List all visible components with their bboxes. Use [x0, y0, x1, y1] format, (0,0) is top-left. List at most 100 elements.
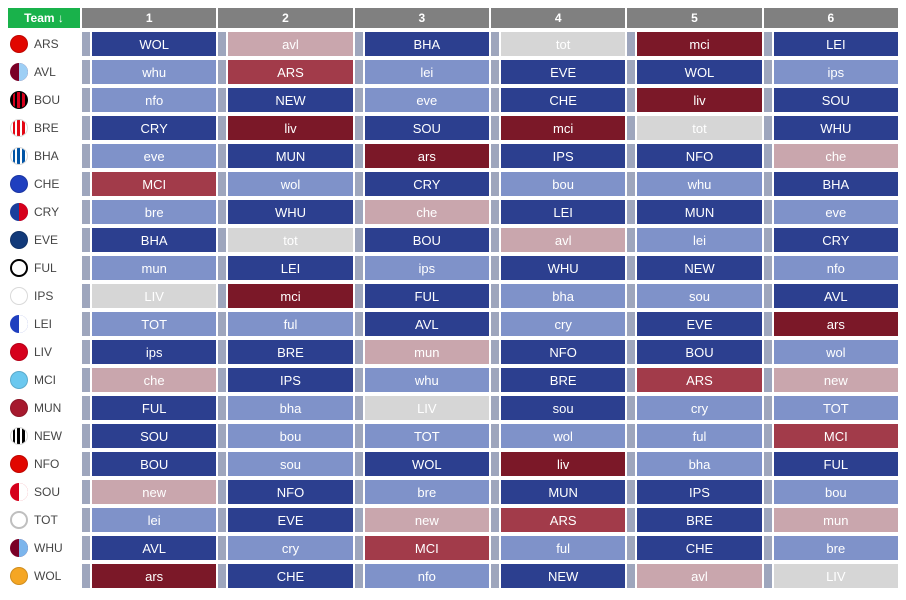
fixture-cell[interactable]: TOT	[355, 424, 489, 448]
fixture-cell[interactable]: mun	[355, 340, 489, 364]
fixture-cell[interactable]: TOT	[764, 396, 898, 420]
fixture-cell[interactable]: BHA	[764, 172, 898, 196]
fixture-cell[interactable]: eve	[82, 144, 216, 168]
fixture-cell[interactable]: eve	[355, 88, 489, 112]
fixture-cell[interactable]: MCI	[82, 172, 216, 196]
team-row-label[interactable]: IPS	[8, 284, 80, 308]
fixture-cell[interactable]: bou	[491, 172, 625, 196]
fixture-cell[interactable]: ARS	[491, 508, 625, 532]
fixture-cell[interactable]: eve	[764, 200, 898, 224]
fixture-cell[interactable]: liv	[627, 88, 761, 112]
team-row-label[interactable]: AVL	[8, 60, 80, 84]
fixture-cell[interactable]: NFO	[627, 144, 761, 168]
fixture-cell[interactable]: tot	[627, 116, 761, 140]
fixture-cell[interactable]: bre	[355, 480, 489, 504]
fixture-cell[interactable]: bre	[764, 536, 898, 560]
fixture-cell[interactable]: ARS	[218, 60, 352, 84]
fixture-cell[interactable]: wol	[218, 172, 352, 196]
fixture-cell[interactable]: nfo	[764, 256, 898, 280]
team-row-label[interactable]: MUN	[8, 396, 80, 420]
fixture-cell[interactable]: mci	[491, 116, 625, 140]
team-row-label[interactable]: NEW	[8, 424, 80, 448]
fixture-cell[interactable]: WHU	[491, 256, 625, 280]
team-row-label[interactable]: ARS	[8, 32, 80, 56]
team-row-label[interactable]: WOL	[8, 564, 80, 588]
fixture-cell[interactable]: FUL	[355, 284, 489, 308]
team-row-label[interactable]: LEI	[8, 312, 80, 336]
fixture-cell[interactable]: nfo	[82, 88, 216, 112]
fixture-cell[interactable]: LEI	[764, 32, 898, 56]
fixture-cell[interactable]: lei	[627, 228, 761, 252]
fixture-cell[interactable]: BRE	[218, 340, 352, 364]
fixture-cell[interactable]: cry	[627, 396, 761, 420]
fixture-cell[interactable]: whu	[355, 368, 489, 392]
fixture-cell[interactable]: BRE	[627, 508, 761, 532]
fixture-cell[interactable]: sou	[491, 396, 625, 420]
fixture-cell[interactable]: NFO	[218, 480, 352, 504]
team-row-label[interactable]: BHA	[8, 144, 80, 168]
fixture-cell[interactable]: LEI	[218, 256, 352, 280]
fixture-cell[interactable]: lei	[82, 508, 216, 532]
fixture-cell[interactable]: mci	[627, 32, 761, 56]
fixture-cell[interactable]: AVL	[82, 536, 216, 560]
fixture-cell[interactable]: BOU	[355, 228, 489, 252]
fixture-cell[interactable]: cry	[218, 536, 352, 560]
fixture-cell[interactable]: IPS	[491, 144, 625, 168]
fixture-cell[interactable]: bha	[218, 396, 352, 420]
fixture-cell[interactable]: ars	[355, 144, 489, 168]
fixture-cell[interactable]: WHU	[218, 200, 352, 224]
fixture-cell[interactable]: EVE	[491, 60, 625, 84]
fixture-cell[interactable]: CRY	[355, 172, 489, 196]
header-gw[interactable]: 1	[82, 8, 216, 28]
fixture-cell[interactable]: avl	[491, 228, 625, 252]
fixture-cell[interactable]: mci	[218, 284, 352, 308]
fixture-cell[interactable]: ARS	[627, 368, 761, 392]
fixture-cell[interactable]: mun	[82, 256, 216, 280]
fixture-cell[interactable]: LIV	[82, 284, 216, 308]
fixture-cell[interactable]: avl	[627, 564, 761, 588]
fixture-cell[interactable]: TOT	[82, 312, 216, 336]
fixture-cell[interactable]: sou	[627, 284, 761, 308]
header-gw[interactable]: 4	[491, 8, 625, 28]
fixture-cell[interactable]: ips	[764, 60, 898, 84]
fixture-cell[interactable]: ful	[218, 312, 352, 336]
fixture-cell[interactable]: ips	[355, 256, 489, 280]
team-row-label[interactable]: LIV	[8, 340, 80, 364]
fixture-cell[interactable]: BOU	[82, 452, 216, 476]
fixture-cell[interactable]: whu	[82, 60, 216, 84]
fixture-cell[interactable]: bha	[491, 284, 625, 308]
fixture-cell[interactable]: SOU	[82, 424, 216, 448]
fixture-cell[interactable]: WOL	[627, 60, 761, 84]
team-row-label[interactable]: CRY	[8, 200, 80, 224]
fixture-cell[interactable]: sou	[218, 452, 352, 476]
fixture-cell[interactable]: SOU	[764, 88, 898, 112]
header-gw[interactable]: 3	[355, 8, 489, 28]
header-gw[interactable]: 5	[627, 8, 761, 28]
fixture-cell[interactable]: CHE	[627, 536, 761, 560]
header-gw[interactable]: 6	[764, 8, 898, 28]
team-row-label[interactable]: TOT	[8, 508, 80, 532]
fixture-cell[interactable]: ful	[627, 424, 761, 448]
fixture-cell[interactable]: whu	[627, 172, 761, 196]
fixture-cell[interactable]: LEI	[491, 200, 625, 224]
team-row-label[interactable]: WHU	[8, 536, 80, 560]
fixture-cell[interactable]: bou	[218, 424, 352, 448]
fixture-cell[interactable]: BHA	[355, 32, 489, 56]
fixture-cell[interactable]: che	[355, 200, 489, 224]
fixture-cell[interactable]: NEW	[491, 564, 625, 588]
fixture-cell[interactable]: nfo	[355, 564, 489, 588]
fixture-cell[interactable]: LIV	[764, 564, 898, 588]
team-row-label[interactable]: SOU	[8, 480, 80, 504]
fixture-cell[interactable]: EVE	[218, 508, 352, 532]
team-row-label[interactable]: FUL	[8, 256, 80, 280]
fixture-cell[interactable]: CHE	[218, 564, 352, 588]
fixture-cell[interactable]: NEW	[627, 256, 761, 280]
fixture-cell[interactable]: WHU	[764, 116, 898, 140]
fixture-cell[interactable]: lei	[355, 60, 489, 84]
team-row-label[interactable]: NFO	[8, 452, 80, 476]
header-gw[interactable]: 2	[218, 8, 352, 28]
fixture-cell[interactable]: MUN	[218, 144, 352, 168]
fixture-cell[interactable]: liv	[218, 116, 352, 140]
fixture-cell[interactable]: CRY	[82, 116, 216, 140]
team-row-label[interactable]: CHE	[8, 172, 80, 196]
